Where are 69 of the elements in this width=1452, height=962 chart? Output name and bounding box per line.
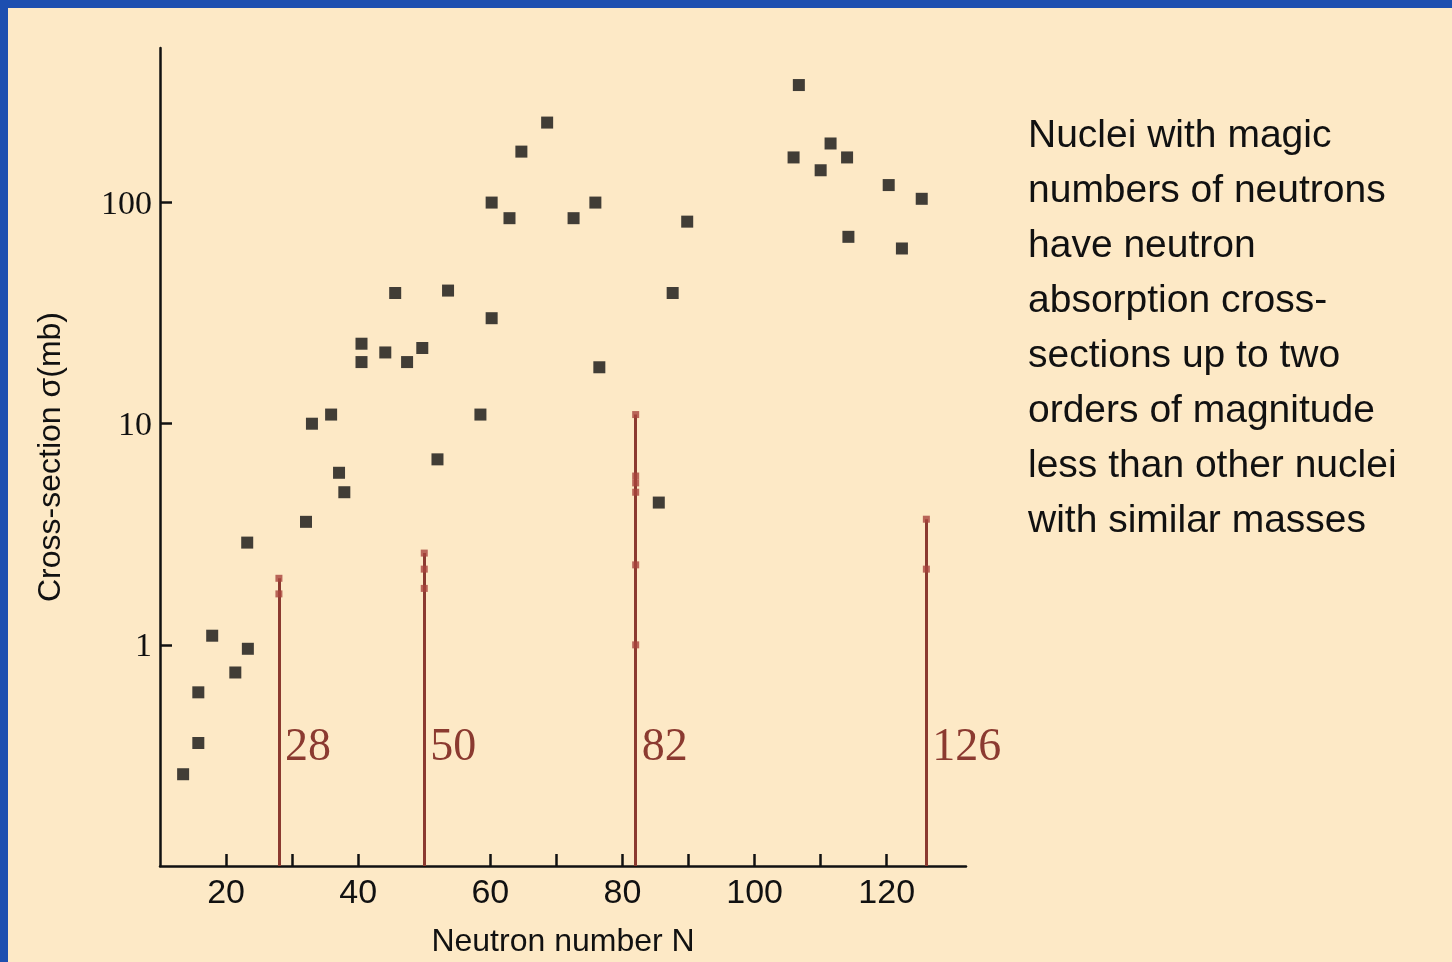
point [841, 151, 854, 164]
y-tick-label: 10 [118, 405, 152, 443]
point [401, 356, 414, 369]
point [895, 242, 908, 255]
point [300, 515, 312, 528]
point [442, 284, 455, 297]
point [192, 686, 205, 699]
point [632, 479, 640, 487]
point [503, 212, 516, 225]
point [355, 356, 368, 369]
point [355, 337, 368, 350]
point [632, 641, 640, 649]
x-tick-label: 80 [603, 872, 642, 910]
point [787, 151, 800, 164]
point [474, 408, 487, 421]
point [379, 346, 392, 359]
text: Nuclei with magic numbers of neutrons have neutron absorption cross-sections up to two orders of magnitude less than other nuclei with similar masses [1028, 111, 1398, 542]
y-tick-label: 1 [135, 626, 152, 664]
point [420, 549, 428, 557]
point [842, 230, 855, 243]
point [420, 565, 428, 573]
point [431, 453, 444, 466]
point [632, 411, 640, 419]
x-axis-title: Neutron number N [431, 922, 695, 958]
point [541, 116, 554, 129]
x-tick-label: 40 [339, 872, 378, 910]
point [666, 287, 679, 300]
x-tick-label: 120 [858, 872, 916, 910]
point [652, 496, 665, 509]
point [814, 164, 827, 177]
point [915, 192, 928, 205]
point [485, 196, 498, 209]
point [485, 312, 498, 325]
point [589, 196, 602, 209]
point [416, 341, 429, 354]
point [229, 666, 242, 679]
point [241, 642, 254, 655]
point [206, 629, 219, 642]
point [922, 515, 930, 523]
point [882, 179, 895, 192]
point [632, 488, 640, 496]
point [177, 768, 190, 781]
point [824, 137, 837, 150]
x-tick-label: 20 [207, 872, 245, 910]
point [338, 486, 351, 499]
x-tick-label: 60 [471, 872, 510, 910]
point [192, 736, 205, 749]
point [632, 561, 640, 569]
point [515, 145, 528, 158]
ref-line-label: 82 [641, 718, 688, 770]
point [922, 565, 930, 573]
x-tick-label: 100 [726, 872, 783, 910]
point [567, 212, 580, 225]
point [275, 574, 283, 582]
y-axis-title: Cross-section σ(mb) [31, 311, 67, 603]
point [593, 361, 606, 374]
point [325, 408, 338, 421]
point [275, 590, 283, 598]
ref-line-label: 126 [932, 718, 1002, 770]
ref-line-label: 28 [284, 718, 331, 770]
point [333, 466, 346, 479]
point [389, 287, 402, 300]
point [792, 79, 805, 92]
y-tick-label: 100 [101, 184, 152, 222]
ref-line-label: 50 [430, 718, 477, 770]
point [420, 584, 428, 592]
point [681, 215, 694, 228]
point [305, 417, 318, 430]
point [241, 536, 254, 549]
